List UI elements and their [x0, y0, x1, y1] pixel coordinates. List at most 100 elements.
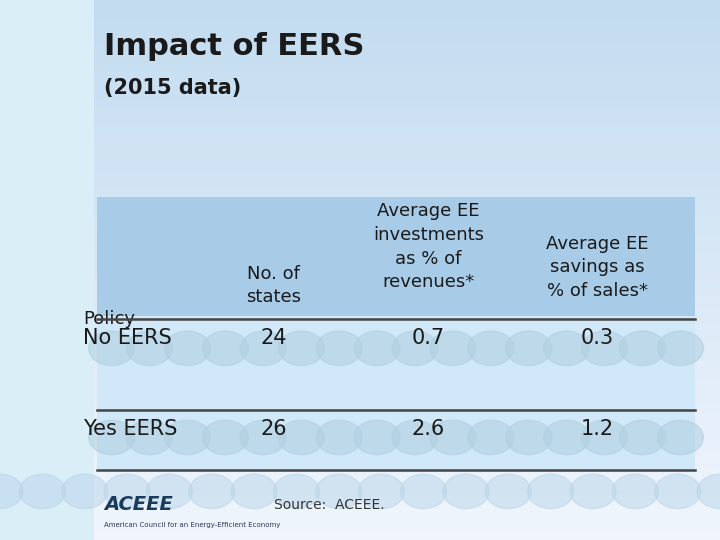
- Circle shape: [240, 331, 287, 366]
- Bar: [0, 297, 720, 306]
- Text: 0.3: 0.3: [581, 327, 614, 348]
- Circle shape: [89, 331, 135, 366]
- Bar: [0, 99, 720, 108]
- Circle shape: [392, 331, 438, 366]
- Circle shape: [127, 420, 173, 455]
- Bar: [0, 198, 720, 207]
- Bar: [0, 189, 720, 198]
- Bar: [0, 405, 720, 414]
- Circle shape: [189, 474, 235, 509]
- Bar: [0, 369, 720, 378]
- Circle shape: [127, 331, 173, 366]
- Bar: [0, 522, 720, 531]
- Circle shape: [278, 331, 324, 366]
- Bar: [0, 126, 720, 135]
- Circle shape: [485, 474, 531, 509]
- Bar: [0, 378, 720, 387]
- Bar: [0, 333, 720, 342]
- Text: Impact of EERS: Impact of EERS: [104, 32, 365, 62]
- Circle shape: [164, 331, 210, 366]
- Bar: [0, 27, 720, 36]
- Bar: [0, 81, 720, 90]
- Circle shape: [570, 474, 616, 509]
- Circle shape: [657, 420, 703, 455]
- Bar: [0, 279, 720, 288]
- Bar: [0, 351, 720, 360]
- Circle shape: [400, 474, 446, 509]
- Bar: [0, 63, 720, 72]
- Circle shape: [274, 474, 320, 509]
- Circle shape: [89, 420, 135, 455]
- Bar: [0, 432, 720, 441]
- Circle shape: [582, 420, 628, 455]
- Bar: [0, 72, 720, 81]
- Circle shape: [505, 420, 552, 455]
- Circle shape: [316, 474, 362, 509]
- Bar: [0, 171, 720, 180]
- Circle shape: [202, 420, 248, 455]
- Text: Yes EERS: Yes EERS: [83, 419, 177, 440]
- Bar: [0, 0, 720, 9]
- Bar: [0, 225, 720, 234]
- Circle shape: [146, 474, 192, 509]
- Circle shape: [544, 420, 590, 455]
- Circle shape: [619, 331, 665, 366]
- Circle shape: [19, 474, 66, 509]
- Bar: [0, 117, 720, 126]
- Circle shape: [392, 420, 438, 455]
- Bar: [0, 18, 720, 27]
- Bar: [0, 144, 720, 153]
- Text: No EERS: No EERS: [83, 327, 171, 348]
- Bar: [0, 441, 720, 450]
- Circle shape: [430, 420, 476, 455]
- Circle shape: [240, 420, 287, 455]
- Bar: [0, 216, 720, 225]
- Circle shape: [582, 331, 628, 366]
- Bar: [0, 360, 720, 369]
- Bar: [0, 414, 720, 423]
- Circle shape: [430, 331, 476, 366]
- Circle shape: [104, 474, 150, 509]
- Bar: [0, 315, 720, 324]
- Circle shape: [202, 331, 248, 366]
- Bar: [97, 197, 695, 316]
- Bar: [0, 486, 720, 495]
- Circle shape: [443, 474, 489, 509]
- Bar: [0, 324, 720, 333]
- Circle shape: [505, 331, 552, 366]
- Circle shape: [612, 474, 658, 509]
- Text: ACEEE: ACEEE: [104, 495, 174, 515]
- Bar: [0, 234, 720, 243]
- Text: 1.2: 1.2: [581, 419, 614, 440]
- Bar: [0, 459, 720, 468]
- Bar: [0, 252, 720, 261]
- Bar: [0, 0, 94, 540]
- Text: Average EE
investments
as % of
revenues*: Average EE investments as % of revenues*: [373, 202, 484, 291]
- Bar: [0, 423, 720, 432]
- Circle shape: [164, 420, 210, 455]
- Bar: [0, 477, 720, 486]
- Bar: [0, 531, 720, 540]
- Circle shape: [468, 331, 514, 366]
- Bar: [0, 153, 720, 162]
- Bar: [0, 135, 720, 144]
- Bar: [0, 270, 720, 279]
- Text: Policy: Policy: [83, 310, 135, 328]
- Circle shape: [354, 420, 400, 455]
- Bar: [0, 387, 720, 396]
- Circle shape: [316, 420, 362, 455]
- Circle shape: [619, 420, 665, 455]
- Circle shape: [544, 331, 590, 366]
- Bar: [0, 450, 720, 459]
- Text: American Council for an Energy-Efficient Economy: American Council for an Energy-Efficient…: [104, 522, 281, 528]
- Bar: [0, 54, 720, 63]
- Circle shape: [528, 474, 574, 509]
- Bar: [0, 9, 720, 18]
- Circle shape: [0, 474, 23, 509]
- Bar: [0, 243, 720, 252]
- Text: 24: 24: [261, 327, 287, 348]
- Text: 0.7: 0.7: [412, 327, 445, 348]
- Bar: [0, 162, 720, 171]
- Bar: [97, 197, 695, 470]
- Bar: [0, 495, 720, 504]
